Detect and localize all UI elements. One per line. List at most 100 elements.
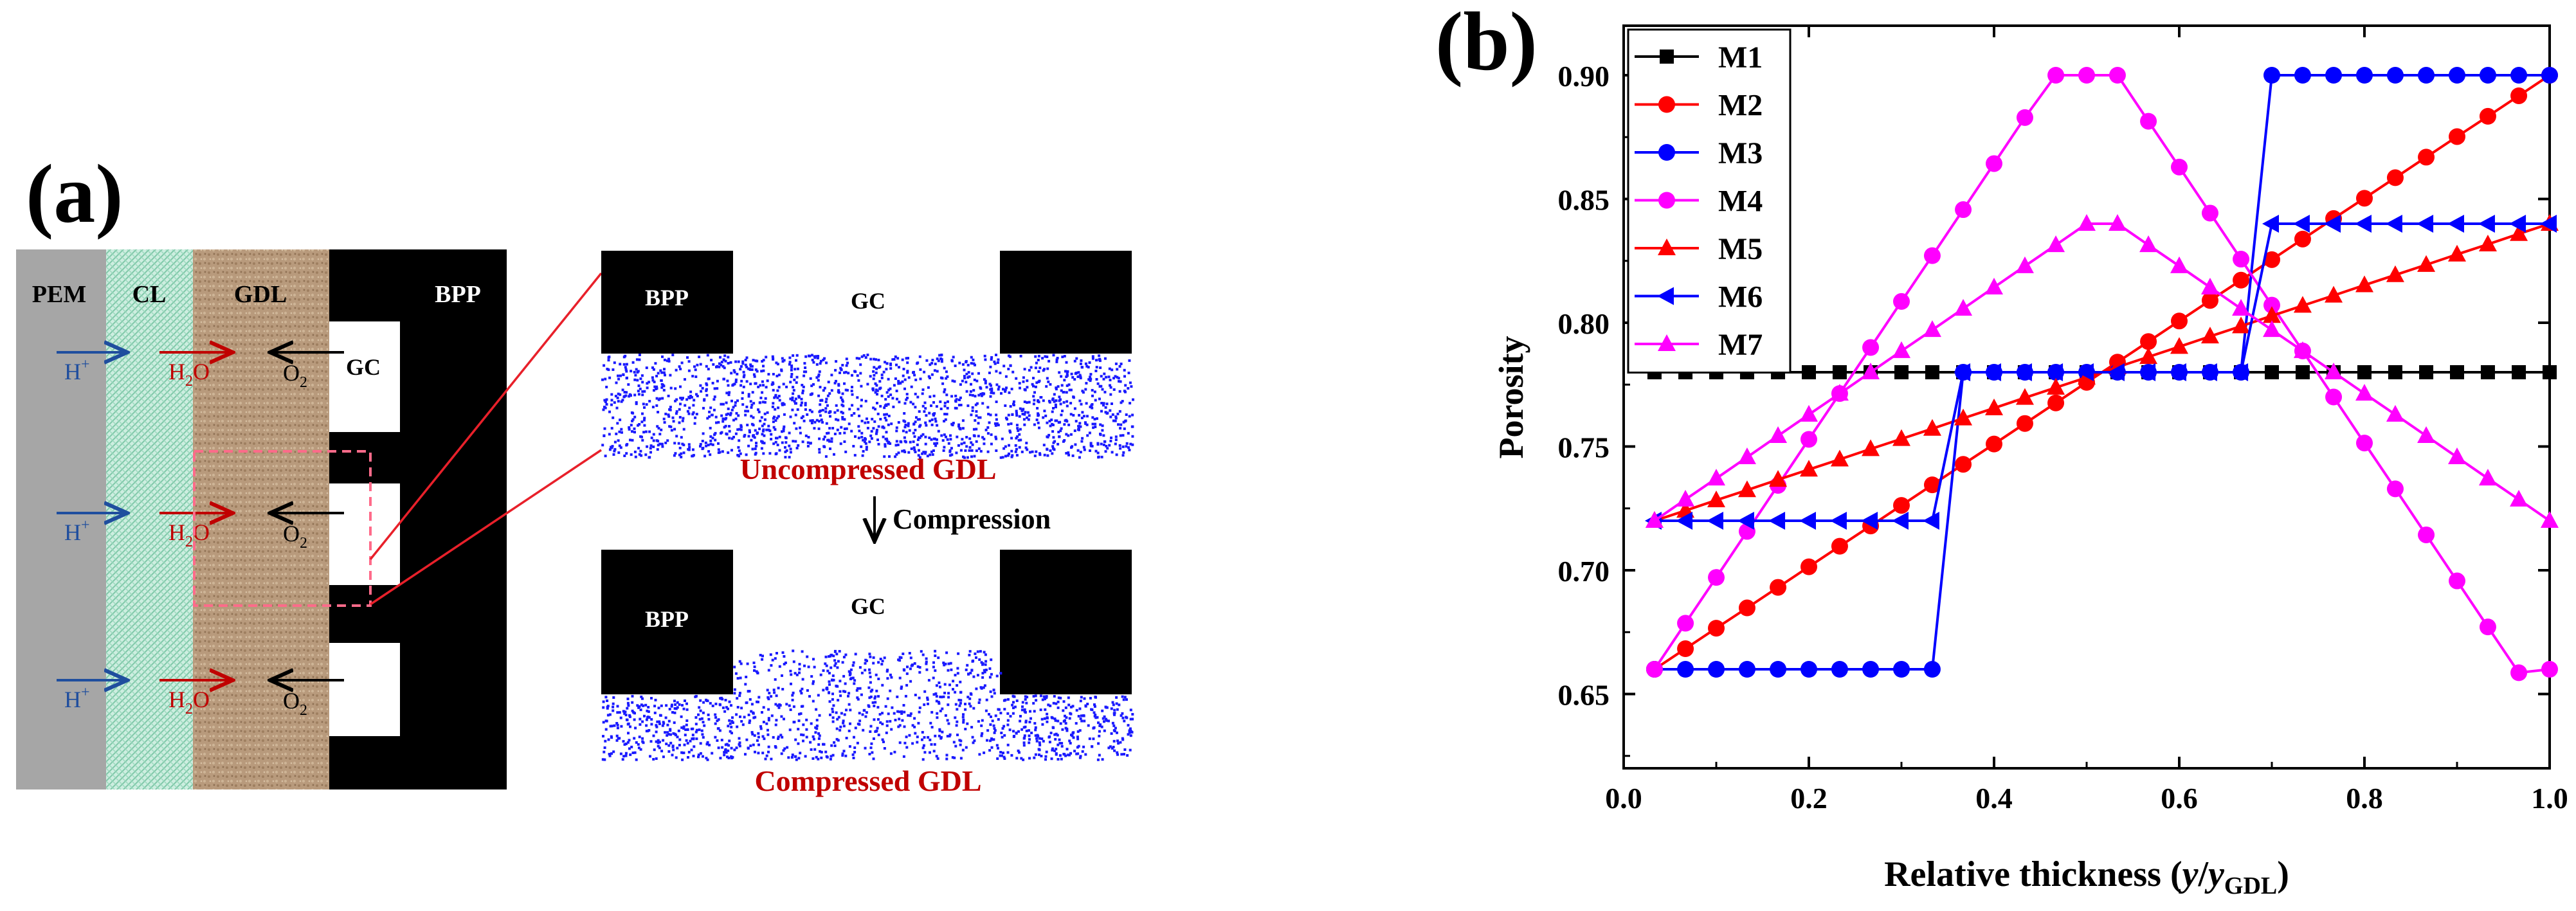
uncompressed-gdl-dot <box>909 401 912 404</box>
uncompressed-gdl-dot <box>875 384 878 387</box>
uncompressed-gdl-dot <box>757 408 759 411</box>
uncompressed-gdl-dot <box>673 428 676 431</box>
compressed-gdl-dot <box>941 730 944 734</box>
compressed-gdl-dot <box>932 676 935 680</box>
compressed-gdl-dot <box>643 714 646 717</box>
compressed-gdl-dot <box>682 752 685 754</box>
compressed-gdl-dot <box>778 665 781 668</box>
uncompressed-gdl-dot <box>1119 434 1122 437</box>
compressed-gdl-dot <box>745 676 748 678</box>
uncompressed-gdl-dot <box>887 415 891 417</box>
uncompressed-gdl-dot <box>851 374 853 377</box>
compressed-gdl-dot <box>876 706 880 709</box>
uncompressed-gdl-dot <box>1031 383 1034 386</box>
bpp-label: BPP <box>435 281 481 308</box>
compressed-gdl-dot <box>814 726 817 729</box>
panel-b-chart: (b) 0.650.700.750.800.850.90 0.0 0.2 0.4 0.… <box>1435 0 2568 899</box>
uncompressed-gdl-dot <box>627 383 630 386</box>
compressed-gdl-dot <box>813 748 817 751</box>
compressed-gdl-dot <box>879 658 882 660</box>
uncompressed-gdl-dot <box>741 391 744 394</box>
compressed-gdl-dot <box>1038 737 1041 740</box>
compressed-gdl-dot <box>833 664 837 667</box>
compressed-gdl-dot <box>743 716 746 719</box>
uncompressed-gdl-dot <box>617 377 621 381</box>
compressed-gdl-dot <box>831 707 834 710</box>
uncompressed-gdl-dot <box>767 424 770 428</box>
compressed-gdl-dot <box>864 746 867 750</box>
compressed-gdl-dot <box>841 661 844 664</box>
uncompressed-gdl-dot <box>790 373 794 375</box>
compressed-gdl-dot <box>1121 716 1125 719</box>
data-point-m6 <box>1892 512 1909 530</box>
uncompressed-gdl-dot <box>1109 440 1112 442</box>
uncompressed-gdl-dot <box>720 431 722 435</box>
uncompressed-gdl-dot <box>901 449 904 453</box>
compressed-gdl-dot <box>916 665 920 668</box>
uncompressed-gdl-dot <box>752 402 756 405</box>
compressed-gdl-dot <box>1116 753 1119 756</box>
compressed-gdl-dot <box>862 728 865 732</box>
compressed-gdl-dot <box>1067 703 1071 707</box>
uncompressed-gdl-dot <box>1114 375 1117 378</box>
compressed-gdl-dot <box>1051 748 1054 752</box>
compressed-gdl-dot <box>909 667 912 671</box>
uncompressed-gdl-dot <box>1112 377 1115 380</box>
uncompressed-gdl-dot <box>1120 363 1123 365</box>
uncompressed-gdl-dot <box>889 367 893 370</box>
uncompressed-gdl-dot <box>999 372 1002 375</box>
uncompressed-gdl-dot <box>1069 402 1073 405</box>
uncompressed-gdl-dot <box>1079 377 1082 379</box>
compressed-gdl-dot <box>778 703 781 706</box>
uncompressed-gdl-dot <box>1052 354 1055 357</box>
compressed-gdl-dot <box>669 729 672 732</box>
compressed-gdl-dot <box>877 695 880 698</box>
compressed-gdl-dot <box>1068 717 1071 720</box>
data-point-m4 <box>2356 435 2373 452</box>
compressed-gdl-dot <box>626 698 630 701</box>
uncompressed-gdl-dot <box>762 369 765 372</box>
compressed-gdl-dot <box>639 717 642 721</box>
data-point-m6 <box>1984 363 2001 381</box>
uncompressed-gdl-dot <box>1100 455 1103 458</box>
compressed-gdl-dot <box>1123 696 1127 699</box>
compressed-gdl-dot <box>1028 721 1031 724</box>
compressed-gdl-dot <box>733 748 736 752</box>
uncompressed-gdl-dot <box>1116 368 1119 371</box>
compressed-gdl-dot <box>1058 754 1062 757</box>
compressed-gdl-dot <box>815 755 818 759</box>
uncompressed-gdl-dot <box>680 436 683 439</box>
uncompressed-gdl-dot <box>663 358 666 361</box>
compressed-gdl-dot <box>834 649 837 653</box>
compressed-gdl-dot <box>622 710 625 713</box>
compressed-gdl-dot <box>726 755 729 759</box>
uncompressed-gdl-dot <box>728 429 731 433</box>
compressed-gdl-dot <box>810 675 813 678</box>
uncompressed-gdl-dot <box>939 376 943 379</box>
uncompressed-gdl-dot <box>641 393 644 397</box>
cl-label: CL <box>132 281 167 308</box>
uncompressed-gdl-dot <box>932 449 935 452</box>
uncompressed-gdl-dot <box>606 368 609 370</box>
uncompressed-gdl-dot <box>885 391 889 394</box>
uncompressed-gdl-dot <box>679 368 682 370</box>
oxygen-sub: 2 <box>300 374 307 391</box>
compressed-gdl-dot <box>694 694 698 698</box>
compressed-gdl-dot <box>957 652 960 655</box>
compressed-gdl-dot <box>990 715 992 718</box>
uncompressed-gdl-dot <box>608 376 612 379</box>
compressed-gdl-dot <box>1011 703 1014 707</box>
uncompressed-gdl-dot <box>637 447 640 450</box>
uncompressed-gdl-dot <box>699 445 702 448</box>
compressed-gdl-dot <box>833 659 837 662</box>
compressed-gdl-dot <box>673 707 676 710</box>
compressed-gdl-dot <box>736 706 739 708</box>
uncompressed-gdl-dot <box>1109 415 1112 419</box>
uncompressed-gdl-dot <box>864 421 867 424</box>
uncompressed-gdl-dot <box>761 424 764 428</box>
zoom-bottom-gc-label: GC <box>851 593 885 619</box>
compressed-gdl-dot <box>839 728 842 732</box>
uncompressed-gdl-dot <box>1100 442 1103 446</box>
compressed-gdl-dot <box>902 755 905 758</box>
uncompressed-gdl-dot <box>810 410 813 413</box>
